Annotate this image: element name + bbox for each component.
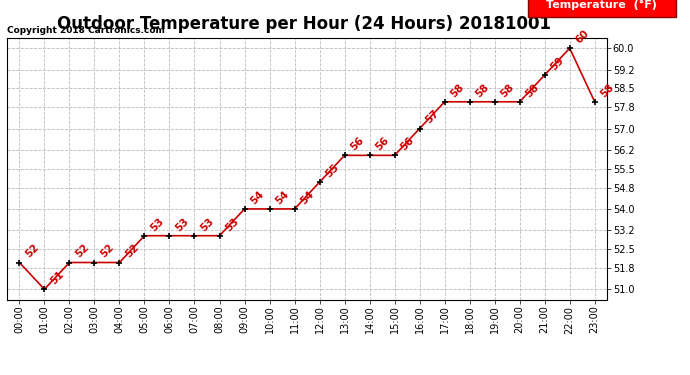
Text: 58: 58	[448, 82, 466, 99]
Text: 56: 56	[374, 135, 391, 153]
Text: 53: 53	[199, 216, 216, 233]
Text: Copyright 2018 Cartronics.com: Copyright 2018 Cartronics.com	[7, 26, 165, 35]
Text: 60: 60	[574, 28, 591, 45]
Text: 53: 53	[174, 216, 191, 233]
Text: 54: 54	[299, 189, 316, 206]
Text: 53: 53	[224, 216, 241, 233]
Text: 53: 53	[148, 216, 166, 233]
Text: 52: 52	[124, 242, 141, 260]
Text: 59: 59	[549, 55, 566, 72]
Text: 54: 54	[248, 189, 266, 206]
Text: 57: 57	[424, 108, 441, 126]
Text: 58: 58	[499, 82, 516, 99]
Text: 58: 58	[474, 82, 491, 99]
Text: 51: 51	[48, 269, 66, 286]
Text: 54: 54	[274, 189, 291, 206]
Text: 56: 56	[399, 135, 416, 153]
Text: 52: 52	[99, 242, 116, 260]
Text: 58: 58	[599, 82, 616, 99]
Text: 58: 58	[524, 82, 541, 99]
Text: 52: 52	[23, 242, 41, 260]
Text: Outdoor Temperature per Hour (24 Hours) 20181001: Outdoor Temperature per Hour (24 Hours) …	[57, 15, 551, 33]
Text: Temperature  (°F): Temperature (°F)	[546, 0, 657, 9]
Text: 55: 55	[324, 162, 341, 179]
Text: 52: 52	[74, 242, 91, 260]
Text: 56: 56	[348, 135, 366, 153]
